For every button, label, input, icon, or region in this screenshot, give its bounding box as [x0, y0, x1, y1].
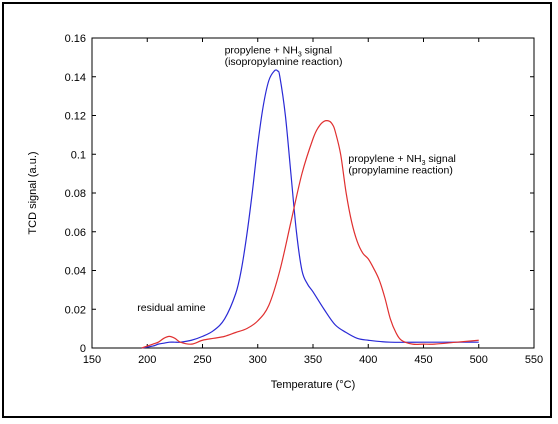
annotation-iso-line1: propylene + NH3 signal	[225, 45, 333, 59]
x-tick-label: 150	[83, 354, 101, 366]
x-tick-label: 450	[414, 354, 432, 366]
annotation-pro-line2: (propylamine reaction)	[348, 165, 452, 177]
x-tick-label: 550	[525, 354, 543, 366]
x-tick-label: 300	[249, 354, 267, 366]
y-tick-label: 0.04	[65, 266, 86, 278]
series-line-propylamine	[141, 120, 479, 349]
y-tick-label: 0.12	[65, 111, 86, 123]
y-tick-label: 0.08	[65, 188, 86, 200]
y-tick-label: 0.1	[71, 149, 86, 161]
x-tick-label: 350	[304, 354, 322, 366]
y-axis-label: TCD signal (a.u.)	[27, 151, 39, 234]
y-tick-label: 0.06	[65, 227, 86, 239]
chart-frame	[2, 2, 552, 418]
x-tick-label: 500	[470, 354, 488, 366]
x-tick-label: 400	[359, 354, 377, 366]
y-tick-label: 0.16	[65, 33, 86, 45]
y-tick-label: 0.02	[65, 304, 86, 316]
annotation-residual: residual amine	[137, 302, 205, 314]
annotation-pro-line1: propylene + NH3 signal	[348, 153, 456, 167]
annotation-iso-line2: (isopropylamine reaction)	[225, 56, 343, 68]
y-tick-label: 0.14	[65, 72, 86, 84]
y-tick-label: 0	[80, 343, 86, 355]
x-axis-label: Temperature (°C)	[271, 379, 355, 391]
x-tick-label: 250	[193, 354, 211, 366]
x-tick-label: 200	[138, 354, 156, 366]
